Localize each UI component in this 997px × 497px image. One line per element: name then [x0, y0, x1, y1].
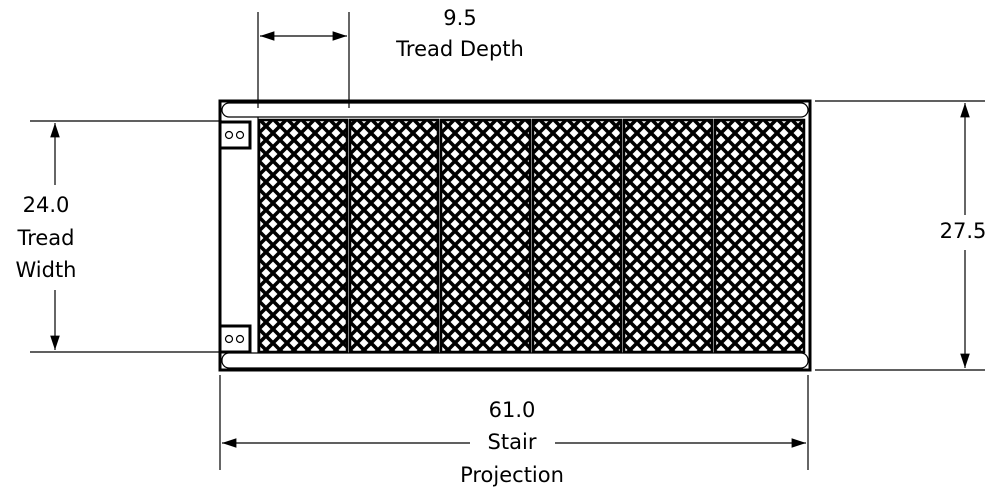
- dim-value: 27.5: [940, 219, 987, 243]
- dim-label: Tread Depth: [395, 37, 524, 61]
- dim-value: 9.5: [443, 6, 476, 30]
- dim-value: 24.0: [23, 193, 70, 217]
- dim-label: Tread: [16, 226, 74, 250]
- dimension-overall-width: 27.5: [815, 100, 987, 371]
- dimension-tread-depth: 9.5 Tread Depth: [257, 6, 524, 108]
- dim-label: Projection: [460, 463, 564, 487]
- treads: [257, 118, 806, 354]
- dim-label: Width: [15, 258, 76, 282]
- dimension-tread-width: 24.0 Tread Width: [15, 120, 222, 353]
- dim-label: Stair: [488, 430, 537, 454]
- dimension-stair-projection: 61.0 Stair Projection: [219, 375, 809, 487]
- dim-value: 61.0: [489, 398, 536, 422]
